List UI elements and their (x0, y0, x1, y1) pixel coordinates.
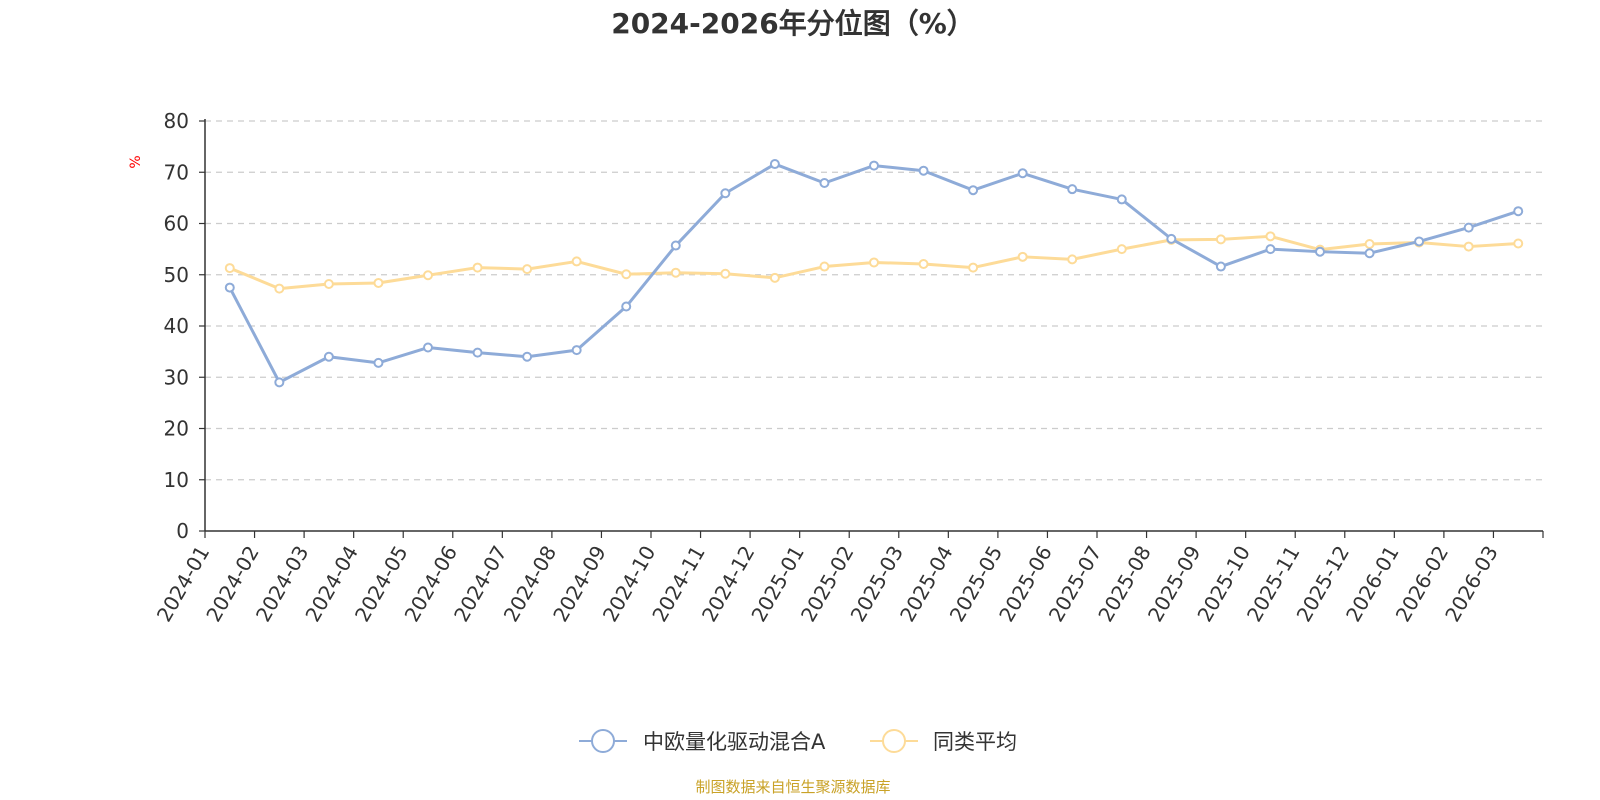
data-point (1315, 246, 1325, 257)
legend[interactable]: 中欧量化驱动混合A 同类平均 (579, 729, 1017, 754)
data-point (769, 272, 780, 283)
data-point (1463, 241, 1474, 252)
data-point (1215, 261, 1226, 272)
series-line (228, 162, 1519, 384)
data-point (1067, 184, 1078, 195)
data-point (670, 267, 681, 278)
data-point (373, 357, 384, 368)
y-axis-unit: % (128, 155, 144, 168)
data-point (1166, 233, 1177, 244)
data-point (522, 264, 533, 275)
series-lines (224, 159, 1524, 388)
data-point (1265, 231, 1276, 242)
data-point (472, 262, 483, 273)
data-point (1513, 206, 1524, 217)
legend-swatch-marker[interactable] (591, 729, 615, 753)
y-tick-label: 10 (164, 468, 189, 492)
legend-swatch-marker[interactable] (882, 729, 906, 753)
source-note: 制图数据来自恒生聚源数据库 (695, 778, 890, 796)
data-point (323, 278, 334, 289)
data-point (918, 258, 929, 269)
data-point (274, 283, 285, 294)
chart-title: 2024-2026年分位图（%） (611, 7, 975, 40)
data-point (769, 159, 780, 170)
data-point (1017, 168, 1028, 179)
data-point (1116, 244, 1127, 255)
data-point (621, 301, 632, 312)
data-point (1463, 222, 1474, 233)
data-point (1265, 244, 1276, 255)
data-point (472, 347, 483, 358)
y-tick-label: 80 (164, 109, 189, 133)
data-point (968, 262, 979, 273)
y-tick-label: 50 (164, 263, 189, 287)
axes: 010203040506070802024-012024-022024-0320… (152, 109, 1544, 626)
y-tick-label: 60 (164, 212, 189, 236)
y-tick-label: 0 (176, 519, 189, 543)
data-point (1116, 194, 1127, 205)
data-point (1067, 254, 1078, 265)
y-tick-label: 70 (164, 160, 189, 184)
data-point (621, 269, 632, 280)
data-point (571, 345, 582, 356)
y-tick-label: 40 (164, 314, 189, 338)
data-point (720, 268, 731, 279)
data-point (373, 277, 384, 288)
data-point (1513, 238, 1524, 249)
data-point (1414, 236, 1425, 247)
data-point (819, 178, 830, 189)
data-point (522, 351, 533, 362)
data-point (869, 160, 879, 171)
data-point (423, 270, 433, 281)
data-point (670, 240, 681, 251)
data-point (1215, 234, 1226, 245)
data-point (869, 257, 879, 268)
data-point (323, 351, 334, 362)
data-point (1017, 251, 1028, 262)
data-point (274, 377, 285, 388)
data-point (720, 188, 731, 199)
data-point (1364, 248, 1375, 259)
legend-label[interactable]: 中欧量化驱动混合A (643, 730, 826, 754)
data-point (571, 256, 582, 267)
data-point (968, 185, 979, 196)
grid-lines (205, 120, 1543, 481)
data-point (224, 263, 235, 274)
data-point (819, 261, 830, 272)
data-point (918, 165, 929, 176)
data-point (224, 282, 235, 293)
y-tick-label: 20 (164, 417, 189, 441)
legend-label[interactable]: 同类平均 (933, 730, 1017, 754)
data-point (1364, 239, 1375, 249)
data-point (423, 342, 433, 353)
y-tick-label: 30 (164, 365, 189, 389)
